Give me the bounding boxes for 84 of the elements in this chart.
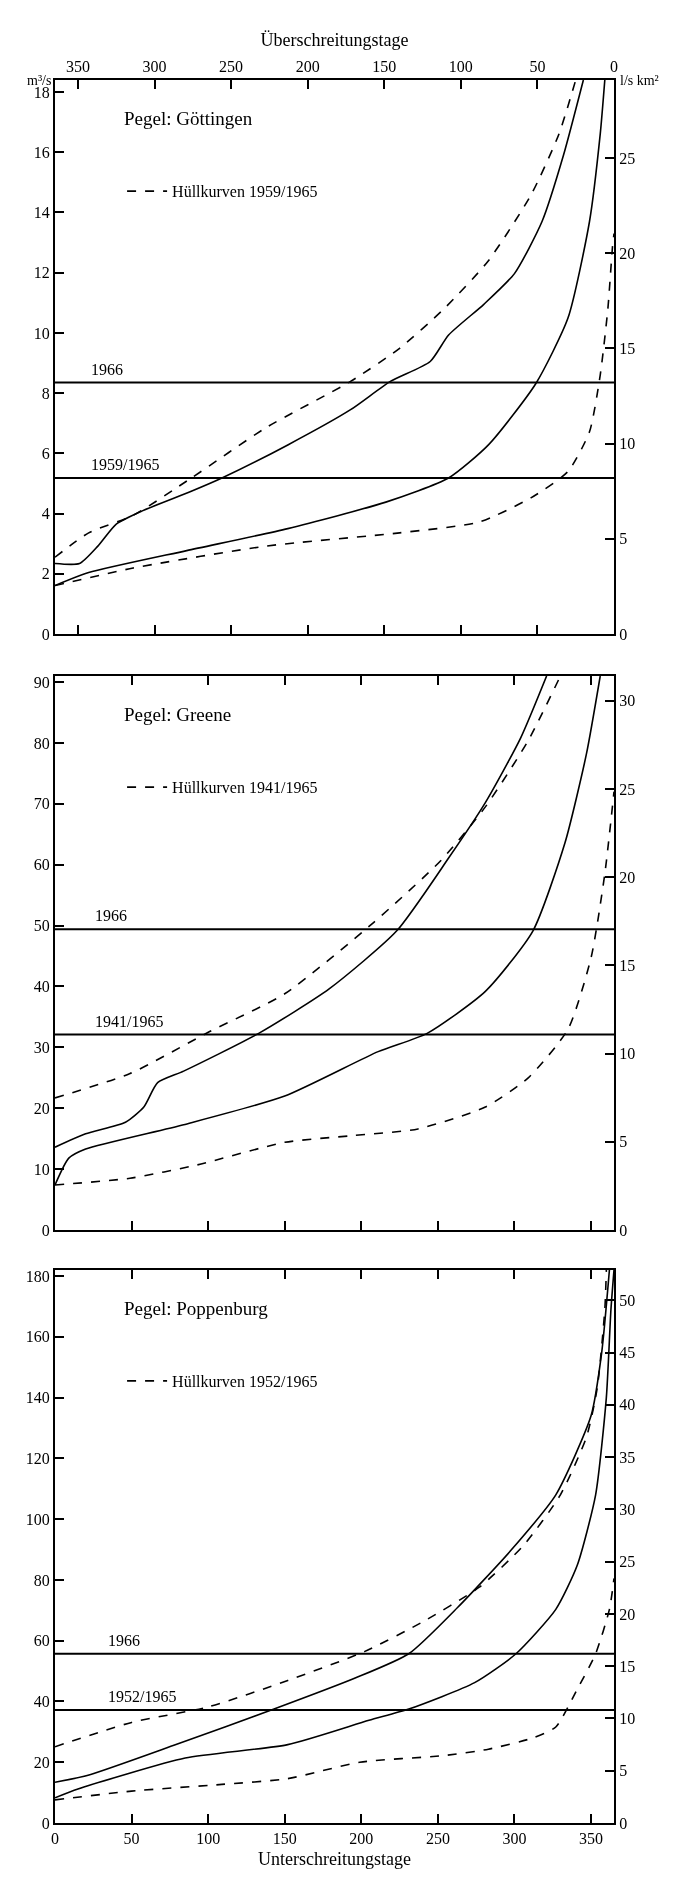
y2-axis-title: l/s km²	[620, 73, 659, 88]
y2-tick-label: 10	[619, 1045, 636, 1063]
y-tick-label: 8	[41, 384, 50, 402]
y-tick-label: 80	[33, 734, 50, 752]
y2-tick-label: 40	[619, 1396, 636, 1414]
y2-tick-label: 35	[619, 1448, 636, 1466]
y2-tick-label: 5	[619, 1762, 628, 1780]
x-tick-label: 50	[529, 57, 546, 75]
y-tick-label: 6	[41, 444, 50, 462]
annotation: 1966	[108, 1632, 140, 1649]
y-tick-label: 10	[33, 324, 50, 342]
x-tick-label: 150	[372, 57, 397, 75]
y-tick-label: 100	[25, 1510, 50, 1528]
y-tick-label: 10	[33, 1160, 50, 1178]
y-tick-label: 60	[33, 1632, 50, 1650]
y2-tick-label: 15	[619, 1657, 636, 1675]
annotation: 1941/1965	[95, 1013, 164, 1030]
y2-tick-label: 20	[619, 244, 636, 262]
text: Pegel: Göttingen	[124, 108, 253, 129]
y-tick-label: 0	[41, 1814, 50, 1832]
y2-tick-label: 10	[619, 1710, 636, 1728]
x-tick-label: 150	[272, 1830, 297, 1848]
x-tick-label: 200	[349, 1830, 374, 1848]
y2-tick-label: 20	[619, 868, 636, 886]
y2-tick-label: 5	[619, 1133, 628, 1151]
x-tick-label: 250	[219, 57, 244, 75]
y2-tick-label: 0	[619, 1814, 628, 1832]
annotation: 1952/1965	[108, 1688, 177, 1705]
y-tick-label: 40	[33, 1693, 50, 1711]
y-tick-label: 140	[25, 1389, 50, 1407]
y2-tick-label: 15	[619, 956, 636, 974]
y2-tick-label: 25	[619, 149, 636, 167]
legend-label: Hüllkurven 1952/1965	[172, 1373, 318, 1391]
x-tick-label: 350	[65, 57, 90, 75]
y-tick-label: 16	[33, 143, 50, 161]
y2-tick-label: 10	[619, 435, 636, 453]
legend-label: Hüllkurven 1941/1965	[172, 779, 318, 797]
x-tick-label: 0	[610, 57, 618, 75]
y2-tick-label: 25	[619, 780, 636, 798]
y-tick-label: 50	[33, 917, 50, 935]
y-tick-label: 90	[33, 673, 50, 691]
y-tick-label: 20	[33, 1099, 50, 1117]
x-tick-label: 100	[448, 57, 473, 75]
annotation: 1966	[91, 361, 123, 378]
x-tick-label: 300	[142, 57, 167, 75]
x-axis-title: Überschreitungstage	[260, 30, 409, 51]
annotation: 1959/1965	[91, 456, 160, 473]
x-tick-label: 250	[425, 1830, 450, 1848]
x-tick-label: 350	[579, 1830, 604, 1848]
y-tick-label: 4	[41, 505, 50, 523]
y2-tick-label: 15	[619, 340, 636, 358]
y2-tick-label: 5	[619, 530, 628, 548]
y2-tick-label: 45	[619, 1344, 636, 1362]
y-tick-label: 60	[33, 856, 50, 874]
y2-tick-label: 0	[619, 1221, 628, 1239]
y2-tick-label: 20	[619, 1605, 636, 1623]
x-axis-title: Unterschreitungstage	[258, 1848, 411, 1869]
x-tick-label: 300	[502, 1830, 527, 1848]
y-tick-label: 14	[33, 204, 50, 222]
y-tick-label: 30	[33, 1038, 50, 1056]
y2-tick-label: 30	[619, 692, 636, 710]
y-tick-label: 12	[33, 264, 50, 282]
y-tick-label: 0	[41, 625, 50, 643]
y-tick-label: 70	[33, 795, 50, 813]
y-tick-label: 160	[25, 1328, 50, 1346]
y-tick-label: 2	[41, 565, 50, 583]
y-tick-label: 120	[25, 1449, 50, 1467]
y-tick-label: 80	[33, 1571, 50, 1589]
x-tick-label: 50	[123, 1830, 140, 1848]
text: Pegel: Poppenburg	[124, 1298, 269, 1319]
annotation: 1966	[95, 907, 127, 924]
y2-tick-label: 25	[619, 1553, 636, 1571]
x-tick-label: 100	[196, 1830, 221, 1848]
y2-tick-label: 0	[619, 625, 628, 643]
text: Pegel: Greene	[124, 704, 232, 725]
y-tick-label: 0	[41, 1221, 50, 1239]
legend-label: Hüllkurven 1959/1965	[172, 183, 318, 201]
y-tick-label: 20	[33, 1753, 50, 1771]
y2-tick-label: 50	[619, 1291, 636, 1309]
y2-tick-label: 30	[619, 1500, 636, 1518]
y-axis-title: m³/s	[27, 73, 52, 88]
y-tick-label: 40	[33, 978, 50, 996]
y-tick-label: 180	[25, 1267, 50, 1285]
x-tick-label: 200	[295, 57, 320, 75]
